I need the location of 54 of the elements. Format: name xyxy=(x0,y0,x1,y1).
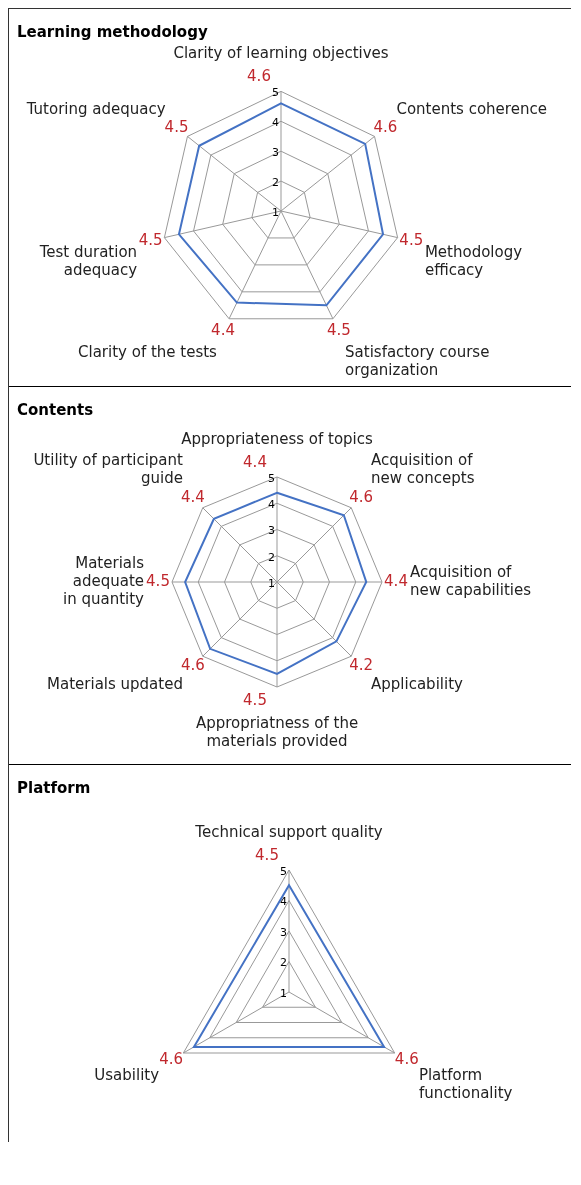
y-tick-label: 1 xyxy=(272,205,279,219)
y-tick-label: 4 xyxy=(268,498,275,512)
data-label: 4.4 xyxy=(211,321,235,340)
spoke-label: Tutoring adequacy xyxy=(25,99,166,118)
data-label: 4.2 xyxy=(349,656,374,675)
data-label: 4.4 xyxy=(243,452,267,471)
data-label: 4.5 xyxy=(164,117,189,136)
spoke-label: Clarity of the tests xyxy=(78,342,218,361)
y-tick-label: 4 xyxy=(272,116,279,130)
chart-title: Contents xyxy=(17,401,95,419)
data-label: 4.5 xyxy=(327,321,351,340)
y-tick-label: 3 xyxy=(272,146,279,160)
data-label: 4.4 xyxy=(180,487,205,506)
spoke-label: Usability xyxy=(94,1065,160,1084)
spoke-label: Appropriateness of topics xyxy=(181,429,373,448)
spoke-label: Methodology efficacy xyxy=(424,242,523,279)
data-label: 4.5 xyxy=(243,690,267,709)
y-tick-label: 1 xyxy=(280,986,287,1000)
spoke-label: Technical support quality xyxy=(194,822,383,841)
spoke-label: Applicability xyxy=(371,674,464,693)
data-label: 4.6 xyxy=(373,117,398,136)
data-label: 4.5 xyxy=(146,571,170,590)
y-tick-label: 2 xyxy=(272,175,279,189)
data-label: 4.6 xyxy=(349,487,374,506)
y-tick-label: 3 xyxy=(280,925,287,939)
chart-title: Learning methodology xyxy=(17,23,209,41)
spoke-label: Materials adequate in quantity xyxy=(63,553,145,608)
spoke-label: Utility of participant guide xyxy=(33,450,184,487)
y-tick-label: 2 xyxy=(280,956,287,970)
y-tick-label: 3 xyxy=(268,524,275,538)
data-label: 4.6 xyxy=(247,67,271,86)
data-label: 4.6 xyxy=(159,1049,184,1068)
spoke-label: Materials updated xyxy=(47,674,183,693)
y-tick-label: 5 xyxy=(268,471,275,485)
data-label: 4.6 xyxy=(394,1049,419,1068)
chart-title: Platform xyxy=(17,779,92,797)
spoke-label: Acquisition of new capabilities xyxy=(410,562,532,599)
spoke-label: Appropriatness of the materials provided xyxy=(195,713,359,750)
y-tick-label: 2 xyxy=(268,550,275,564)
data-label: 4.5 xyxy=(399,230,424,249)
y-tick-label: 5 xyxy=(272,86,279,100)
data-label: 4.6 xyxy=(180,656,205,675)
spoke-label: Platform functionality xyxy=(418,1065,513,1102)
spoke-label: Satisfactory course organization xyxy=(345,342,490,379)
spoke-label: Contents coherence xyxy=(396,99,547,118)
data-label: 4.5 xyxy=(255,845,279,864)
data-label: 4.5 xyxy=(138,230,163,249)
y-tick-label: 4 xyxy=(280,895,287,909)
spoke-label: Test duration adequacy xyxy=(38,242,138,279)
data-label: 4.4 xyxy=(384,571,408,590)
spoke-label: Acquisition of new concepts xyxy=(371,450,475,487)
y-tick-label: 1 xyxy=(268,576,275,590)
y-tick-label: 5 xyxy=(280,864,287,878)
spoke-label: Clarity of learning objectives xyxy=(173,44,389,63)
